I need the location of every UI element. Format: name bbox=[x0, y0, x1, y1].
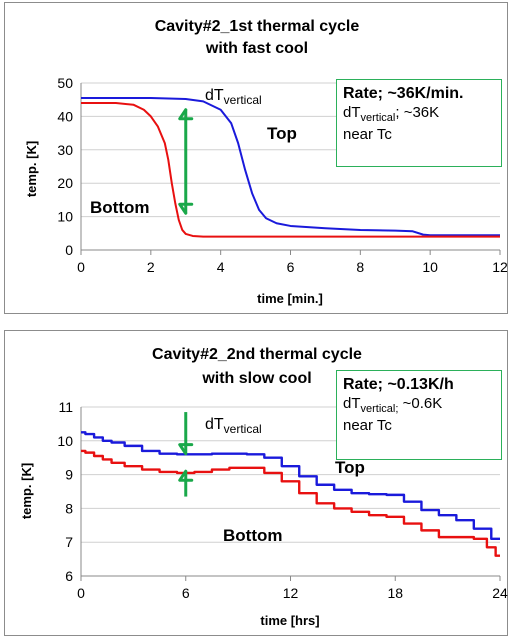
series-line-bottom bbox=[81, 102, 500, 238]
chart-fast-cool: Cavity#2_1st thermal cycle with fast coo… bbox=[24, 18, 508, 306]
top-label: Top bbox=[335, 458, 365, 477]
y-axis-label: temp. [K] bbox=[24, 141, 39, 197]
y-tick-label: 8 bbox=[65, 500, 73, 516]
rate-text: Rate; ~0.13K/h bbox=[343, 376, 454, 393]
chart-title: Cavity#2_2nd thermal cycle bbox=[152, 346, 362, 363]
y-tick-label: 9 bbox=[65, 467, 73, 483]
rate-info-box: Rate; ~0.13K/h dTvertical; ~0.6K near Tc bbox=[336, 370, 502, 460]
x-tick-label: 18 bbox=[387, 585, 403, 601]
bottom-label: Bottom bbox=[223, 526, 282, 545]
y-tick-label: 6 bbox=[65, 568, 73, 584]
dt-vertical-label: dTvertical bbox=[205, 416, 262, 436]
dt-arrow-down-head bbox=[178, 443, 194, 456]
x-tick-label: 6 bbox=[287, 259, 295, 275]
series-line-top bbox=[81, 431, 500, 541]
x-tick-label: 12 bbox=[492, 259, 508, 275]
chart-slow-cool: Cavity#2_2nd thermal cycle with slow coo… bbox=[19, 346, 508, 628]
y-tick-label: 30 bbox=[57, 142, 73, 158]
y-tick-label: 7 bbox=[65, 534, 73, 550]
y-tick-label: 40 bbox=[57, 108, 73, 124]
dt-arrow-up-head bbox=[178, 469, 194, 482]
y-axis-label: temp. [K] bbox=[19, 463, 34, 519]
y-tick-label: 10 bbox=[57, 433, 73, 449]
dt-arrows bbox=[178, 412, 194, 497]
x-tick-label: 6 bbox=[182, 585, 190, 601]
chart-subtitle: with slow cool bbox=[201, 370, 311, 387]
rate-info-box: Rate; ~36K/min. dTvertical; ~36K near Tc bbox=[336, 79, 502, 167]
top-label: Top bbox=[267, 124, 297, 143]
x-axis-label: time [hrs] bbox=[260, 613, 319, 628]
chart-title: Cavity#2_1st thermal cycle bbox=[155, 18, 360, 35]
dt-value-text: dTvertical; ~0.6K bbox=[343, 395, 443, 415]
x-tick-label: 12 bbox=[283, 585, 299, 601]
x-tick-label: 10 bbox=[422, 259, 438, 275]
series-line-bottom bbox=[81, 449, 500, 557]
y-tick-label: 50 bbox=[57, 75, 73, 91]
x-tick-label: 4 bbox=[217, 259, 225, 275]
dt-arrow-head-down bbox=[178, 202, 194, 215]
dt-arrow-head-up bbox=[178, 108, 194, 121]
x-tick-label: 0 bbox=[77, 259, 85, 275]
y-tick-label: 11 bbox=[58, 399, 73, 415]
series-group bbox=[81, 97, 500, 238]
series-line-top bbox=[81, 97, 500, 237]
y-tick-label: 0 bbox=[65, 242, 73, 258]
y-tick-label: 20 bbox=[57, 175, 73, 191]
chart-subtitle: with fast cool bbox=[205, 40, 308, 57]
x-tick-label: 8 bbox=[356, 259, 364, 275]
near-tc-text: near Tc bbox=[343, 416, 392, 434]
bottom-label: Bottom bbox=[90, 198, 149, 217]
chart-panel-slow-cool: Cavity#2_2nd thermal cycle with slow coo… bbox=[4, 330, 508, 636]
x-axis-label: time [min.] bbox=[257, 291, 323, 306]
chart-panel-fast-cool: Cavity#2_1st thermal cycle with fast coo… bbox=[4, 2, 508, 314]
x-tick-label: 2 bbox=[147, 259, 155, 275]
y-tick-label: 10 bbox=[57, 209, 73, 225]
near-tc-text: near Tc bbox=[343, 125, 392, 143]
dt-arrow bbox=[178, 108, 194, 215]
series-group bbox=[81, 431, 500, 557]
tick-labels: 0 10 20 30 40 50 0 2 4 6 8 10 12 bbox=[57, 75, 508, 275]
x-tick-label: 0 bbox=[77, 585, 85, 601]
dt-vertical-label: dTvertical bbox=[205, 87, 262, 107]
grid-lines bbox=[80, 82, 501, 255]
x-tick-label: 24 bbox=[492, 585, 508, 601]
rate-text: Rate; ~36K/min. bbox=[343, 85, 464, 102]
dt-value-text: dTvertical; ~36K bbox=[343, 104, 440, 124]
